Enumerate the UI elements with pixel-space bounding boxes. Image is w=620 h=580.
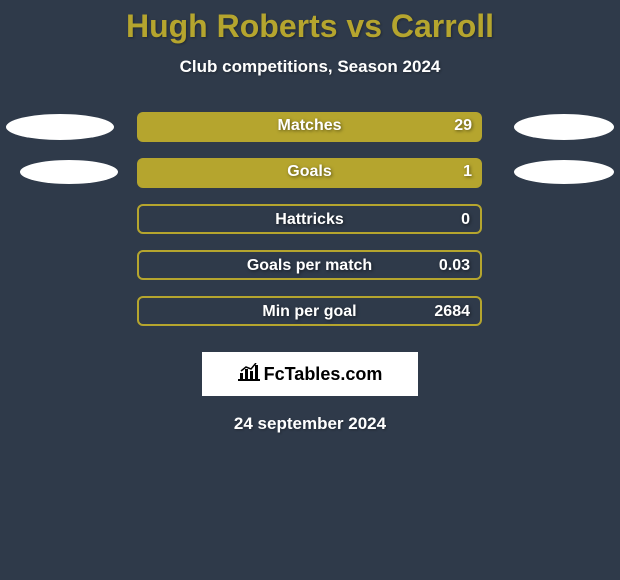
stat-label: Hattricks [275,211,343,229]
logo-text: FcTables.com [264,364,383,385]
player-right-marker [514,114,614,140]
stat-label: Goals [287,163,331,181]
page-title: Hugh Roberts vs Carroll [0,0,620,45]
stats-area: Matches 29 Goals 1 Hattricks 0 Goals per match… [0,112,620,342]
stat-bar: Hattricks 0 [137,204,482,234]
comparison-container: Hugh Roberts vs Carroll Club competitions… [0,0,620,580]
subtitle: Club competitions, Season 2024 [0,57,620,77]
stat-row: Hattricks 0 [0,204,620,250]
stat-label: Goals per match [247,257,372,275]
stat-row: Goals per match 0.03 [0,250,620,296]
player-right-marker [514,160,614,184]
logo-content: FcTables.com [238,363,383,386]
stat-label: Matches [277,117,341,135]
stat-value: 29 [454,117,472,135]
player-left-marker [6,114,114,140]
stat-row: Matches 29 [0,112,620,158]
stat-value: 0 [461,211,470,229]
stat-bar: Matches 29 [137,112,482,142]
logo-box: FcTables.com [202,352,418,396]
stat-row: Goals 1 [0,158,620,204]
stat-label: Min per goal [262,303,356,321]
stat-bar: Goals per match 0.03 [137,250,482,280]
stat-value: 1 [463,163,472,181]
logo-chart-icon [238,363,260,386]
stat-value: 2684 [434,303,470,321]
player-left-marker [20,160,118,184]
stat-row: Min per goal 2684 [0,296,620,342]
stat-bar: Min per goal 2684 [137,296,482,326]
stat-bar: Goals 1 [137,158,482,188]
stat-value: 0.03 [439,257,470,275]
date-text: 24 september 2024 [0,414,620,434]
